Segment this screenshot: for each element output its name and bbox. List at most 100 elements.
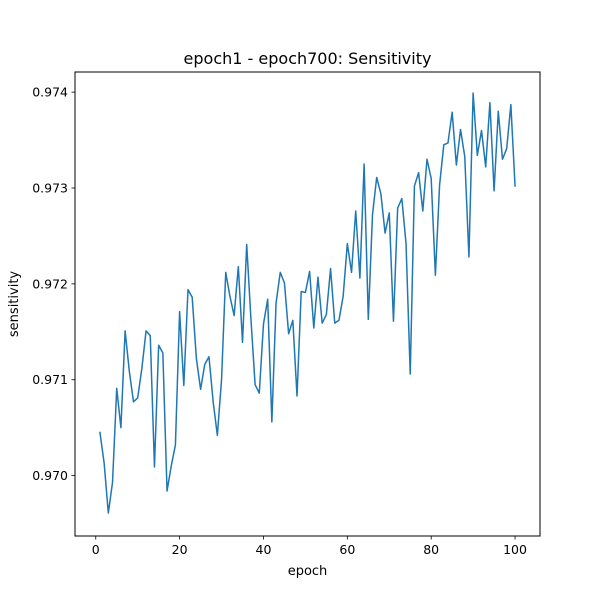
data-point (217, 435, 219, 437)
plot-area (99, 92, 516, 514)
data-point (384, 232, 386, 234)
data-point (267, 298, 269, 300)
data-point (338, 320, 340, 322)
axes-frame (74, 71, 541, 537)
data-point (179, 311, 181, 313)
data-point (129, 370, 131, 372)
data-point (288, 333, 290, 335)
data-point (187, 289, 189, 291)
data-point (439, 184, 441, 186)
data-point (233, 315, 235, 317)
data-point (447, 142, 449, 144)
data-point (296, 395, 298, 397)
data-point (489, 102, 491, 104)
data-point (464, 156, 466, 158)
y-axis-ticks: 0.970 0.971 0.972 0.973 0.974 (32, 85, 75, 483)
x-tick-label: 80 (423, 542, 439, 557)
data-point (401, 198, 403, 200)
x-tick-label: 100 (503, 542, 527, 557)
data-point (246, 244, 248, 246)
data-point (497, 111, 499, 113)
data-point (321, 322, 323, 324)
data-point (405, 243, 407, 245)
data-point (342, 296, 344, 298)
x-tick-label: 0 (92, 542, 100, 557)
data-point (191, 296, 193, 298)
data-point (481, 130, 483, 132)
data-point (208, 356, 210, 358)
y-axis-label: sensitivity (7, 271, 22, 338)
data-point (263, 323, 265, 325)
data-point (376, 177, 378, 179)
x-axis-ticks: 0 20 40 60 80 100 (92, 536, 527, 557)
data-point (300, 291, 302, 293)
data-point (347, 243, 349, 245)
data-point (137, 397, 139, 399)
data-point (326, 314, 328, 316)
data-point (372, 214, 374, 216)
data-point (250, 318, 252, 320)
data-point (451, 111, 453, 113)
data-point (271, 421, 273, 423)
data-point (166, 490, 168, 492)
y-tick-label: 0.974 (32, 85, 68, 100)
data-point (238, 266, 240, 268)
data-point (196, 358, 198, 360)
data-point (175, 444, 177, 446)
data-point (435, 274, 437, 276)
data-point (380, 193, 382, 195)
data-point (162, 352, 164, 354)
data-point (170, 465, 172, 467)
data-point (183, 385, 185, 387)
data-point (502, 158, 504, 160)
x-tick-label: 60 (339, 542, 355, 557)
data-point (330, 268, 332, 270)
data-point (426, 158, 428, 160)
data-point (418, 172, 420, 174)
data-point (124, 330, 126, 332)
data-point (368, 319, 370, 321)
data-point (309, 271, 311, 273)
x-axis-label: epoch (288, 564, 328, 579)
data-point (351, 272, 353, 274)
data-point (158, 344, 160, 346)
data-point (514, 185, 516, 187)
x-tick-label: 20 (172, 542, 188, 557)
data-point (460, 129, 462, 131)
data-point (422, 210, 424, 212)
data-point (112, 482, 114, 484)
data-point (510, 104, 512, 106)
data-point (317, 276, 319, 278)
data-point (212, 401, 214, 403)
data-point (149, 335, 151, 337)
data-point (258, 392, 260, 394)
data-point (242, 342, 244, 344)
data-point (116, 388, 118, 390)
data-point (225, 272, 227, 274)
y-tick-label: 0.970 (32, 468, 68, 483)
data-point (443, 144, 445, 146)
data-point (414, 185, 416, 187)
data-point (493, 190, 495, 192)
data-point (254, 384, 256, 386)
data-point (430, 178, 432, 180)
data-point (292, 320, 294, 322)
data-point (468, 256, 470, 258)
data-point (355, 210, 357, 212)
data-point (397, 207, 399, 209)
data-point (275, 302, 277, 304)
chart-title: epoch1 - epoch700: Sensitivity (184, 49, 432, 68)
data-point (154, 466, 156, 468)
x-tick-label: 40 (256, 542, 272, 557)
data-point (120, 427, 122, 429)
data-point (393, 320, 395, 322)
data-point (305, 292, 307, 294)
data-point (456, 164, 458, 166)
y-tick-label: 0.971 (32, 372, 68, 387)
data-point (313, 327, 315, 329)
data-point (204, 364, 206, 366)
data-point (334, 322, 336, 324)
